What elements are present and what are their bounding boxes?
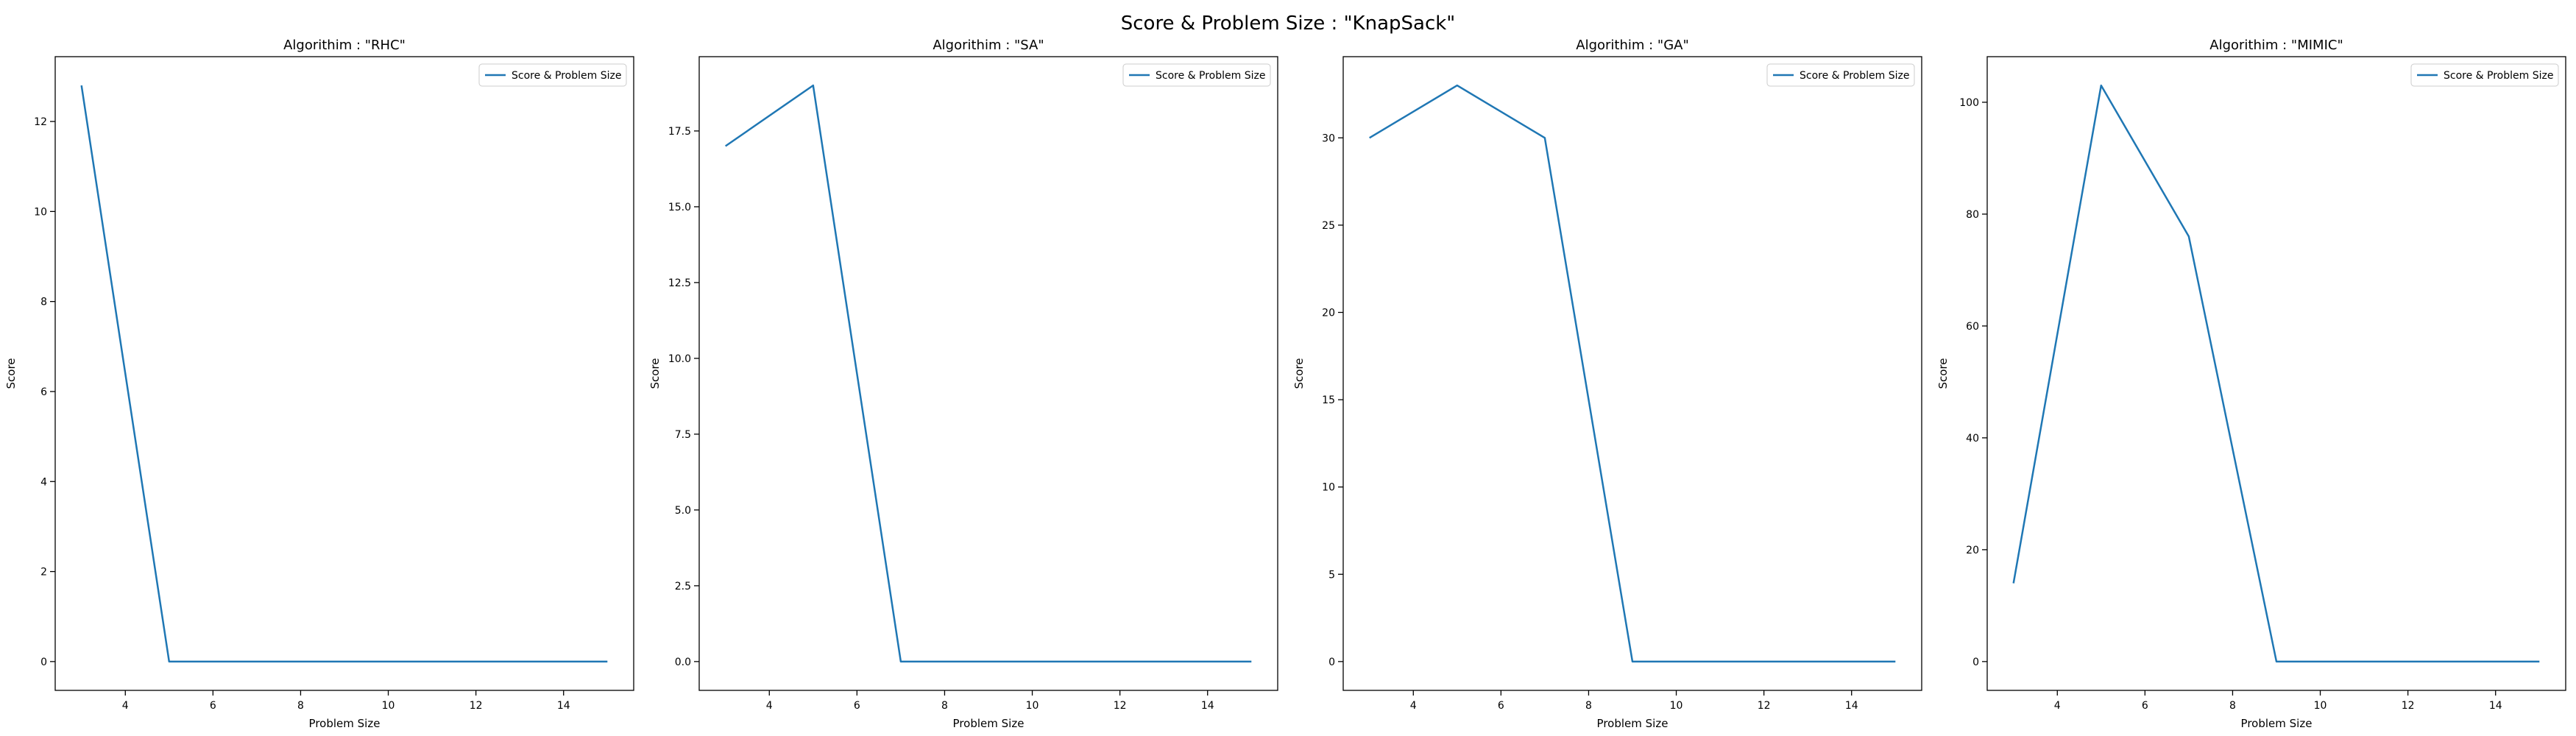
x-tick-label: 6 (210, 700, 216, 712)
x-tick-label: 14 (2489, 700, 2502, 712)
y-tick-label: 7.5 (675, 429, 691, 441)
series-line (724, 84, 1252, 663)
legend: Score & Problem Size (2410, 63, 2559, 87)
y-tick-label: 10 (34, 206, 47, 218)
y-tick-label: 5.0 (675, 505, 691, 517)
legend-box (1122, 63, 1271, 87)
y-tick-label: 8 (40, 297, 47, 308)
chart-panel-4: Algorithim : "MIMIC" 4 6 8 10 12 14 0 20 40 60 80 10… (1936, 38, 2566, 730)
y-tick-label: 25 (1322, 220, 1335, 232)
figure-title: Score & Problem Size : "KnapSack" (1121, 13, 1456, 35)
x-tick-label: 12 (2402, 700, 2415, 712)
y-tick-label: 0 (1972, 657, 1979, 668)
y-tick-label: 40 (1966, 433, 1979, 445)
x-tick-label: 10 (1026, 700, 1039, 712)
legend-label: Score & Problem Size (1156, 70, 1265, 82)
axes-frame (54, 56, 634, 691)
panel-title: Algorithim : "MIMIC" (2209, 38, 2343, 53)
chart-panel-3: Algorithim : "GA" 4 6 8 10 12 14 0 5 10 15 20 25 30 Pr… (1292, 38, 1922, 730)
x-tick-label: 12 (1758, 700, 1771, 712)
y-axis-label: Score (1292, 358, 1306, 389)
legend-box (1766, 63, 1915, 87)
axes-frame (1342, 56, 1922, 691)
y-tick-label: 15.0 (668, 202, 691, 213)
legend: Score & Problem Size (1122, 63, 1271, 87)
legend: Score & Problem Size (478, 63, 627, 87)
x-tick-label: 8 (1585, 700, 1592, 712)
legend-label: Score & Problem Size (2444, 70, 2553, 82)
x-axis-label: Problem Size (1597, 717, 1669, 730)
y-tick-label: 100 (1959, 97, 1979, 109)
x-tick-label: 8 (941, 700, 948, 712)
legend-label: Score & Problem Size (1800, 70, 1909, 82)
x-axis-label: Problem Size (309, 717, 381, 730)
series-line (2012, 84, 2540, 663)
x-tick-label: 8 (297, 700, 304, 712)
x-tick-label: 6 (854, 700, 860, 712)
y-tick-label: 5 (1328, 569, 1335, 581)
y-tick-label: 0.0 (675, 657, 691, 668)
x-tick-label: 14 (557, 700, 570, 712)
x-tick-label: 4 (1410, 700, 1417, 712)
x-tick-label: 4 (2054, 700, 2061, 712)
x-tick-label: 10 (1670, 700, 1683, 712)
x-tick-label: 8 (2229, 700, 2236, 712)
y-tick-label: 6 (40, 386, 47, 398)
y-axis-label: Score (1936, 358, 1950, 389)
x-tick-label: 10 (2314, 700, 2327, 712)
y-tick-label: 0 (40, 657, 47, 668)
x-tick-label: 6 (1498, 700, 1504, 712)
x-tick-label: 4 (122, 700, 129, 712)
x-tick-label: 14 (1845, 700, 1858, 712)
panel-title: Algorithim : "SA" (933, 38, 1044, 53)
y-tick-label: 17.5 (668, 126, 691, 138)
y-tick-label: 60 (1966, 321, 1979, 333)
y-tick-label: 4 (40, 476, 47, 488)
x-tick-label: 10 (382, 700, 395, 712)
y-axis-label: Score (648, 358, 662, 389)
x-axis-label: Problem Size (953, 717, 1025, 730)
x-tick-label: 4 (766, 700, 773, 712)
y-tick-label: 12 (34, 116, 47, 128)
y-tick-label: 12.5 (668, 277, 691, 289)
legend: Score & Problem Size (1766, 63, 1915, 87)
x-tick-label: 6 (2142, 700, 2148, 712)
axes-frame (698, 56, 1278, 691)
series-line (80, 85, 608, 663)
y-tick-label: 0 (1328, 657, 1335, 668)
legend-label: Score & Problem Size (512, 70, 621, 82)
series-line (1369, 84, 1896, 663)
x-tick-label: 12 (1114, 700, 1127, 712)
y-tick-label: 15 (1322, 394, 1335, 406)
panel-title: Algorithim : "GA" (1576, 38, 1688, 53)
y-tick-label: 10.0 (668, 353, 691, 365)
panel-title: Algorithim : "RHC" (283, 38, 406, 53)
y-tick-label: 2 (40, 567, 47, 578)
legend-box (478, 63, 627, 87)
y-tick-label: 30 (1322, 132, 1335, 144)
x-tick-label: 12 (470, 700, 483, 712)
y-tick-label: 80 (1966, 209, 1979, 221)
y-tick-label: 2.5 (675, 581, 691, 592)
y-tick-label: 20 (1322, 307, 1335, 319)
y-axis-label: Score (4, 358, 18, 389)
legend-box (2410, 63, 2559, 87)
y-tick-label: 20 (1966, 545, 1979, 556)
x-axis-label: Problem Size (2241, 717, 2313, 730)
y-tick-label: 10 (1322, 482, 1335, 494)
chart-panel-1: Algorithim : "RHC" 4 6 8 10 12 14 0 2 4 6 8 10 12 Prob… (4, 38, 634, 730)
x-tick-label: 14 (1201, 700, 1214, 712)
axes-frame (1986, 56, 2566, 691)
chart-panel-2: Algorithim : "SA" 4 6 8 10 12 14 0.0 2.5 5.0 7.5 10… (648, 38, 1278, 730)
